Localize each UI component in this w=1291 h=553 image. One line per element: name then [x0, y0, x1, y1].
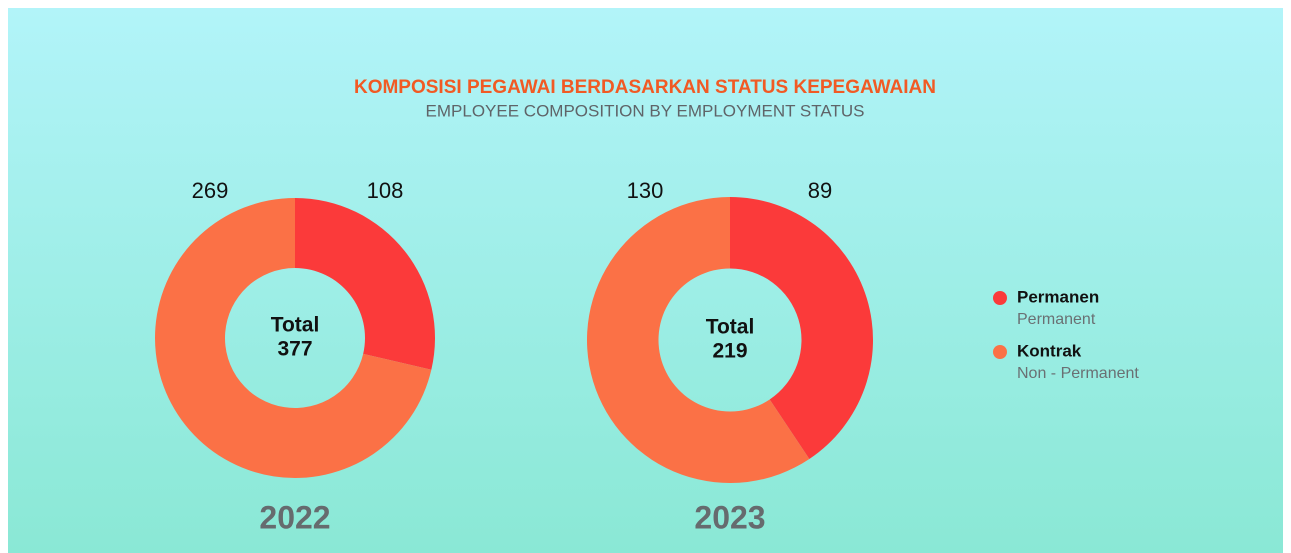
legend-marker — [993, 291, 1007, 305]
value-label: 89 — [808, 178, 832, 203]
year-label: 2023 — [694, 499, 765, 535]
legend-translation: Permanent — [1017, 311, 1096, 328]
legend-marker — [993, 345, 1007, 359]
donut-segment — [586, 197, 810, 483]
center-total: 219 — [712, 340, 747, 363]
title: KOMPOSISI PEGAWAI BERDASARKAN STATUS KEP… — [354, 77, 936, 98]
value-label: 130 — [627, 178, 664, 203]
legend-label: Permanen — [1017, 287, 1099, 306]
legend-translation: Non - Permanent — [1017, 365, 1139, 382]
center-total: 377 — [277, 338, 312, 361]
donut-segment — [730, 197, 873, 459]
center-label: Total — [706, 316, 755, 339]
center-label: Total — [271, 314, 320, 337]
donut-segment — [295, 198, 436, 370]
value-label: 108 — [367, 178, 404, 203]
year-label: 2022 — [259, 499, 330, 535]
legend-label: Kontrak — [1017, 341, 1082, 360]
donut-segment — [155, 198, 432, 479]
value-label: 269 — [192, 178, 229, 203]
subtitle: EMPLOYEE COMPOSITION BY EMPLOYMENT STATU… — [426, 101, 865, 120]
